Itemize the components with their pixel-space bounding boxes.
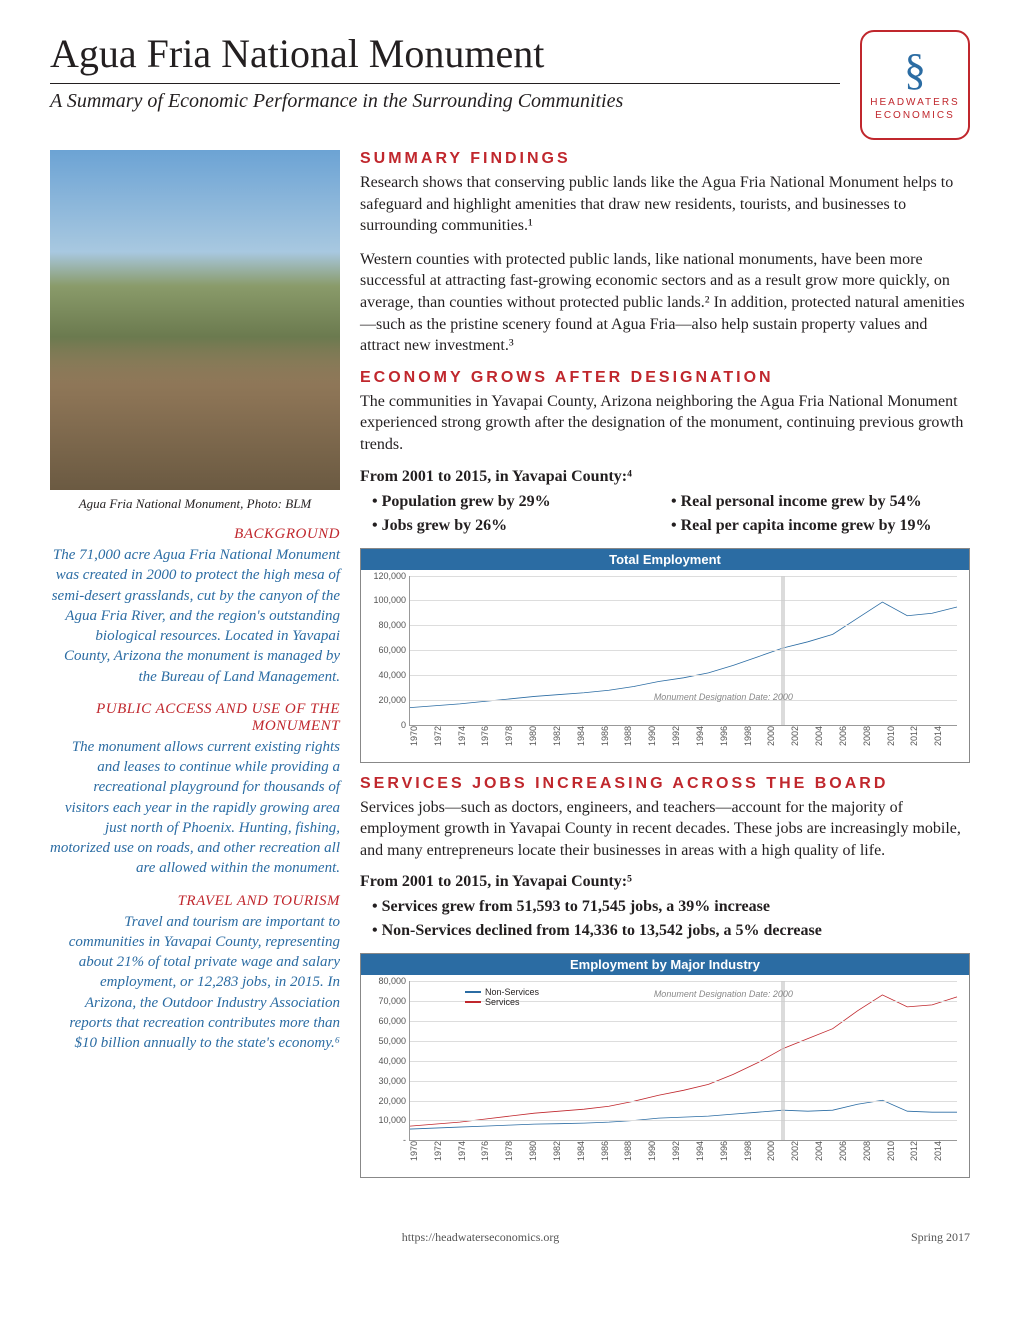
- bullet: • Population grew by 29%: [372, 490, 671, 514]
- footer-url: https://headwaterseconomics.org: [402, 1230, 559, 1245]
- logo-text: HEADWATERS ECONOMICS: [870, 96, 959, 122]
- services-bullets: • Services grew from 51,593 to 71,545 jo…: [360, 895, 970, 943]
- public-access-body: The monument allows current existing rig…: [50, 737, 340, 879]
- chart-total-employment: Total Employment 020,00040,00060,00080,0…: [360, 548, 970, 763]
- summary-p1: Research shows that conserving public la…: [360, 172, 970, 237]
- public-access-heading: PUBLIC ACCESS AND USE OF THE MONUMENT: [50, 701, 340, 735]
- economy-p1: The communities in Yavapai County, Arizo…: [360, 391, 970, 456]
- chart1-plot: 020,00040,00060,00080,000100,000120,000M…: [409, 576, 957, 726]
- summary-p2: Western counties with protected public l…: [360, 249, 970, 357]
- page-subtitle: A Summary of Economic Performance in the…: [50, 90, 840, 113]
- services-heading: SERVICES JOBS INCREASING ACROSS THE BOAR…: [360, 775, 970, 793]
- background-body: The 71,000 acre Agua Fria National Monum…: [50, 545, 340, 687]
- logo: § HEADWATERS ECONOMICS: [860, 30, 970, 140]
- title-rule: [50, 83, 840, 84]
- bullet: • Real per capita income grew by 19%: [671, 514, 970, 538]
- logo-line-1: HEADWATERS: [870, 97, 959, 108]
- bullet: • Jobs grew by 26%: [372, 514, 671, 538]
- main-columns: Agua Fria National Monument, Photo: BLM …: [50, 150, 970, 1190]
- sidebar: Agua Fria National Monument, Photo: BLM …: [50, 150, 340, 1190]
- economy-bullets: • Population grew by 29% • Real personal…: [360, 490, 970, 538]
- economy-bold-line: From 2001 to 2015, in Yavapai County:⁴: [360, 468, 970, 486]
- travel-heading: TRAVEL AND TOURISM: [50, 893, 340, 910]
- logo-glyph-icon: §: [904, 48, 926, 92]
- background-heading: BACKGROUND: [50, 526, 340, 543]
- chart-employment-industry: Employment by Major Industry -10,00020,0…: [360, 953, 970, 1178]
- services-p1: Services jobs—such as doctors, engineers…: [360, 797, 970, 862]
- bullet: • Services grew from 51,593 to 71,545 jo…: [372, 895, 970, 919]
- economy-heading: ECONOMY GROWS AFTER DESIGNATION: [360, 369, 970, 387]
- chart1-xlabels: 1970197219741976197819801982198419861988…: [409, 726, 957, 762]
- logo-line-2: ECONOMICS: [875, 110, 955, 121]
- monument-photo: [50, 150, 340, 490]
- chart2-area: -10,00020,00030,00040,00050,00060,00070,…: [361, 975, 969, 1177]
- chart1-area: 020,00040,00060,00080,000100,000120,000M…: [361, 570, 969, 762]
- footer: https://headwaterseconomics.org Spring 2…: [50, 1230, 970, 1245]
- chart2-xlabels: 1970197219741976197819801982198419861988…: [409, 1141, 957, 1177]
- header-text-block: Agua Fria National Monument A Summary of…: [50, 30, 840, 133]
- travel-body: Travel and tourism are important to comm…: [50, 912, 340, 1054]
- footer-date: Spring 2017: [911, 1230, 970, 1245]
- bullet: • Non-Services declined from 14,336 to 1…: [372, 919, 970, 943]
- summary-heading: SUMMARY FINDINGS: [360, 150, 970, 168]
- photo-caption: Agua Fria National Monument, Photo: BLM: [50, 496, 340, 512]
- chart2-title: Employment by Major Industry: [361, 954, 969, 975]
- bullet: • Real personal income grew by 54%: [671, 490, 970, 514]
- header: Agua Fria National Monument A Summary of…: [50, 30, 970, 140]
- services-bold-line: From 2001 to 2015, in Yavapai County:⁵: [360, 873, 970, 891]
- chart2-plot: -10,00020,00030,00040,00050,00060,00070,…: [409, 981, 957, 1141]
- chart1-title: Total Employment: [361, 549, 969, 570]
- page-title: Agua Fria National Monument: [50, 30, 840, 77]
- main-content: SUMMARY FINDINGS Research shows that con…: [360, 150, 970, 1190]
